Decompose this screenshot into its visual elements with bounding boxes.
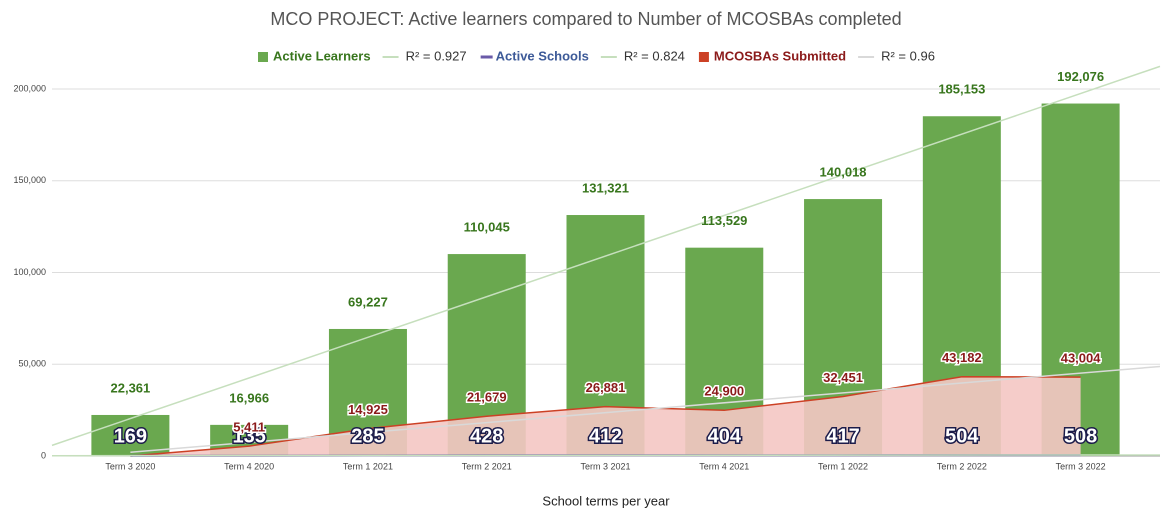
data-label: 404	[708, 425, 742, 447]
trendline	[130, 365, 1161, 454]
data-label: 113,529	[701, 213, 747, 228]
data-label: 22,361	[111, 380, 151, 395]
x-tick-label: Term 4 2021	[699, 461, 749, 471]
legend-label: R² = 0.927	[406, 48, 467, 63]
data-label: 140,018	[820, 165, 867, 180]
x-tick-label: Term 3 2020	[105, 461, 155, 471]
legend-label: R² = 0.824	[624, 48, 685, 63]
data-label: 21,679	[467, 390, 507, 405]
trendline	[51, 454, 1161, 457]
x-tick-label: Term 1 2022	[818, 461, 868, 471]
data-label: 43,182	[942, 350, 982, 365]
data-label: 14,925	[348, 402, 388, 417]
data-label: 135	[232, 425, 265, 447]
data-label: 32,451	[823, 370, 863, 385]
y-tick-label: 0	[41, 450, 46, 460]
x-tick-label: Term 2 2021	[462, 461, 512, 471]
data-label: 5,411	[233, 420, 265, 435]
line	[130, 376, 1081, 457]
x-tick-label: Term 1 2021	[343, 461, 393, 471]
data-label: 192,076	[1057, 69, 1104, 84]
chart-title: MCO PROJECT: Active learners compared to…	[270, 9, 901, 29]
data-label: 26,881	[586, 380, 626, 395]
y-tick-label: 200,000	[13, 83, 46, 93]
legend-label: Active Schools	[496, 48, 589, 63]
x-tick-label: Term 2 2022	[937, 461, 987, 471]
legend-label: R² = 0.96	[881, 48, 935, 63]
y-tick-label: 50,000	[18, 359, 46, 369]
y-tick-label: 100,000	[13, 267, 46, 277]
data-label: 169	[114, 425, 147, 447]
data-label: 43,004	[1061, 351, 1102, 366]
data-label: 16,966	[229, 390, 269, 405]
data-label: 412	[589, 425, 622, 447]
x-tick-label: Term 4 2020	[224, 461, 274, 471]
y-tick-label: 150,000	[13, 175, 46, 185]
data-label: 508	[1064, 425, 1097, 447]
legend-label: MCOSBAs Submitted	[714, 48, 846, 63]
data-label: 24,900	[704, 384, 744, 399]
bar	[91, 414, 170, 456]
data-label: 110,045	[464, 220, 510, 235]
data-label: 428	[470, 425, 503, 447]
x-tick-label: Term 3 2022	[1056, 461, 1106, 471]
x-axis-label: School terms per year	[542, 493, 670, 508]
data-label: 285	[351, 425, 384, 447]
data-label: 131,321	[582, 180, 629, 195]
legend-swatch	[698, 52, 709, 62]
legend-label: Active Learners	[273, 48, 371, 63]
trendline	[51, 65, 1161, 447]
data-label: 417	[826, 425, 859, 447]
data-label: 69,227	[348, 294, 388, 309]
x-tick-label: Term 3 2021	[580, 461, 630, 471]
data-label: 185,153	[938, 82, 985, 97]
data-label: 504	[945, 425, 979, 447]
legend-swatch	[258, 52, 268, 62]
